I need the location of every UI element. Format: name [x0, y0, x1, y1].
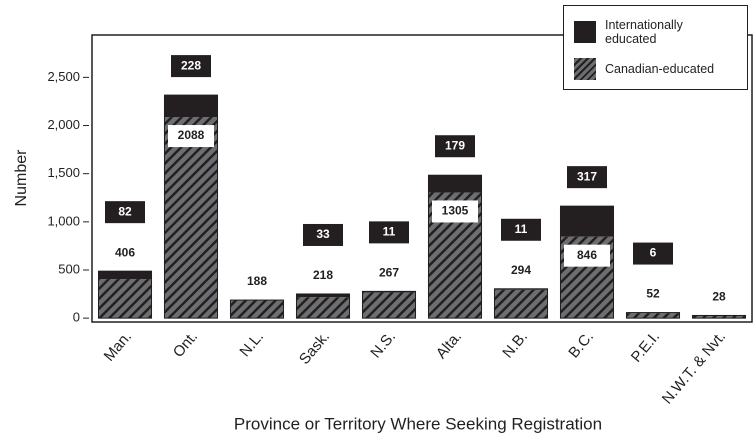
y-tick-label: 2,000	[47, 117, 80, 132]
value-label-box	[501, 218, 541, 241]
bar-segment	[494, 288, 548, 290]
x-tick-label: N.W.T. & Nvt.	[659, 328, 729, 407]
value-label: 6	[650, 246, 657, 260]
value-label: 406	[115, 245, 135, 259]
value-label: 11	[383, 225, 396, 239]
value-label: 52	[646, 287, 660, 301]
value-label: 33	[316, 227, 330, 241]
x-tick-label: Ont.	[170, 328, 201, 361]
bar-segment	[626, 313, 680, 319]
bar-segment	[428, 175, 482, 193]
y-tick-label: 0	[73, 310, 80, 325]
bar-outline	[691, 314, 747, 319]
value-label: 179	[445, 138, 465, 152]
legend-item: Internationally educated	[574, 18, 730, 46]
legend-label: Canadian-educated	[605, 62, 715, 76]
value-label-box	[171, 55, 211, 78]
bar-outline	[427, 174, 483, 319]
value-label-box	[633, 242, 673, 265]
y-tick-label: 1,500	[47, 165, 80, 180]
y-axis-label: Number	[13, 149, 30, 207]
value-label: 2088	[178, 128, 205, 142]
x-tick-label: Alta.	[433, 328, 465, 362]
x-tick-label: N.S.	[367, 328, 399, 361]
value-label: 28	[712, 290, 726, 304]
x-tick-label: N.L.	[236, 328, 267, 360]
bar-outline	[625, 312, 681, 319]
x-tick-label: N.B.	[499, 328, 531, 361]
plot-frame	[91, 34, 753, 323]
value-label: 846	[577, 248, 597, 262]
bar-segment	[164, 117, 218, 319]
bar-segment	[362, 292, 416, 319]
value-label: 218	[313, 268, 333, 282]
legend: Internationally educated Canadian-educate…	[563, 5, 748, 90]
bar-outline	[559, 205, 615, 319]
value-label: 267	[379, 266, 399, 280]
x-axis-label: Province or Territory Where Seeking Regi…	[234, 414, 602, 433]
legend-swatch	[574, 21, 596, 43]
bar-outline	[97, 270, 153, 319]
bar-outline	[163, 94, 219, 319]
legend-item: Canadian-educated	[574, 58, 730, 80]
bar-segment	[560, 206, 614, 237]
bar-segment	[296, 293, 350, 298]
value-label: 228	[181, 58, 201, 72]
value-label-box	[105, 201, 145, 224]
x-tick-label: B.C.	[565, 328, 597, 361]
value-label: 11	[515, 222, 528, 236]
bar-segment	[230, 300, 284, 319]
value-label-box	[369, 221, 409, 244]
bar-segment	[164, 95, 218, 118]
value-label-box	[567, 166, 607, 189]
bar-segment	[362, 291, 416, 293]
bar-segment	[296, 297, 350, 319]
value-label-box	[435, 135, 475, 158]
legend-swatch	[574, 58, 596, 80]
value-label: 188	[247, 274, 267, 288]
value-label-box	[168, 125, 214, 148]
y-tick-label: 2,500	[47, 69, 80, 84]
bar-segment	[692, 315, 746, 319]
x-tick-label: P.E.I.	[628, 328, 663, 366]
bar-outline	[361, 290, 417, 319]
y-tick-label: 1,000	[47, 213, 80, 228]
x-tick-label: Man.	[101, 328, 135, 364]
bar-segment	[494, 289, 548, 319]
value-label: 82	[118, 204, 132, 218]
value-label-box	[564, 244, 610, 267]
value-label: 294	[511, 263, 531, 277]
bar-segment	[98, 279, 152, 319]
value-label-box	[303, 223, 343, 246]
bar-outline	[493, 288, 549, 319]
value-label: 317	[577, 169, 597, 183]
bar-outline	[295, 293, 351, 319]
y-tick-label: 500	[58, 261, 80, 276]
value-label-box	[432, 200, 478, 223]
bar-outline	[229, 299, 285, 319]
x-tick-label: Sask.	[296, 328, 333, 368]
legend-label: Internationally educated	[605, 18, 683, 46]
bar-segment	[98, 271, 152, 280]
value-label: 1305	[442, 204, 469, 218]
